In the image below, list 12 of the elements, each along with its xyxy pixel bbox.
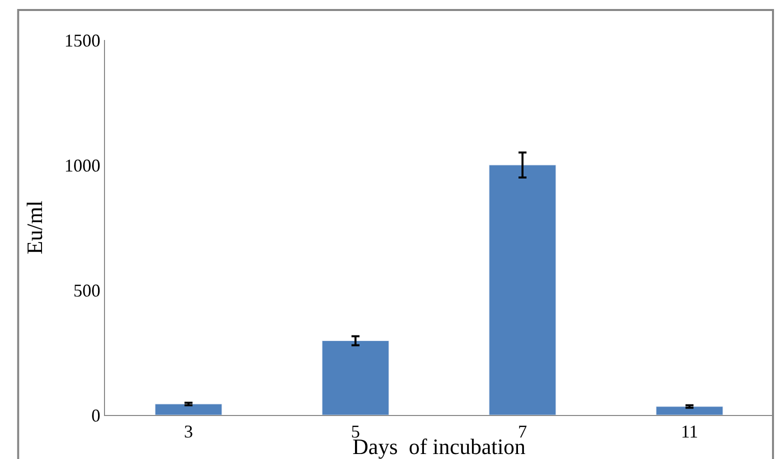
bar (322, 340, 390, 415)
y-axis-title: Eu/ml (22, 200, 48, 254)
bar (656, 406, 724, 415)
bar (488, 164, 556, 415)
y-tick-label: 500 (73, 280, 100, 300)
x-tick-label: 7 (518, 422, 527, 442)
y-tick-label: 1000 (64, 155, 100, 176)
y-tick-label: 0 (91, 405, 100, 426)
x-tick-label: 11 (680, 422, 698, 442)
x-tick-label: 3 (184, 422, 193, 442)
y-tick-label: 1500 (64, 30, 100, 50)
bar (154, 404, 222, 415)
